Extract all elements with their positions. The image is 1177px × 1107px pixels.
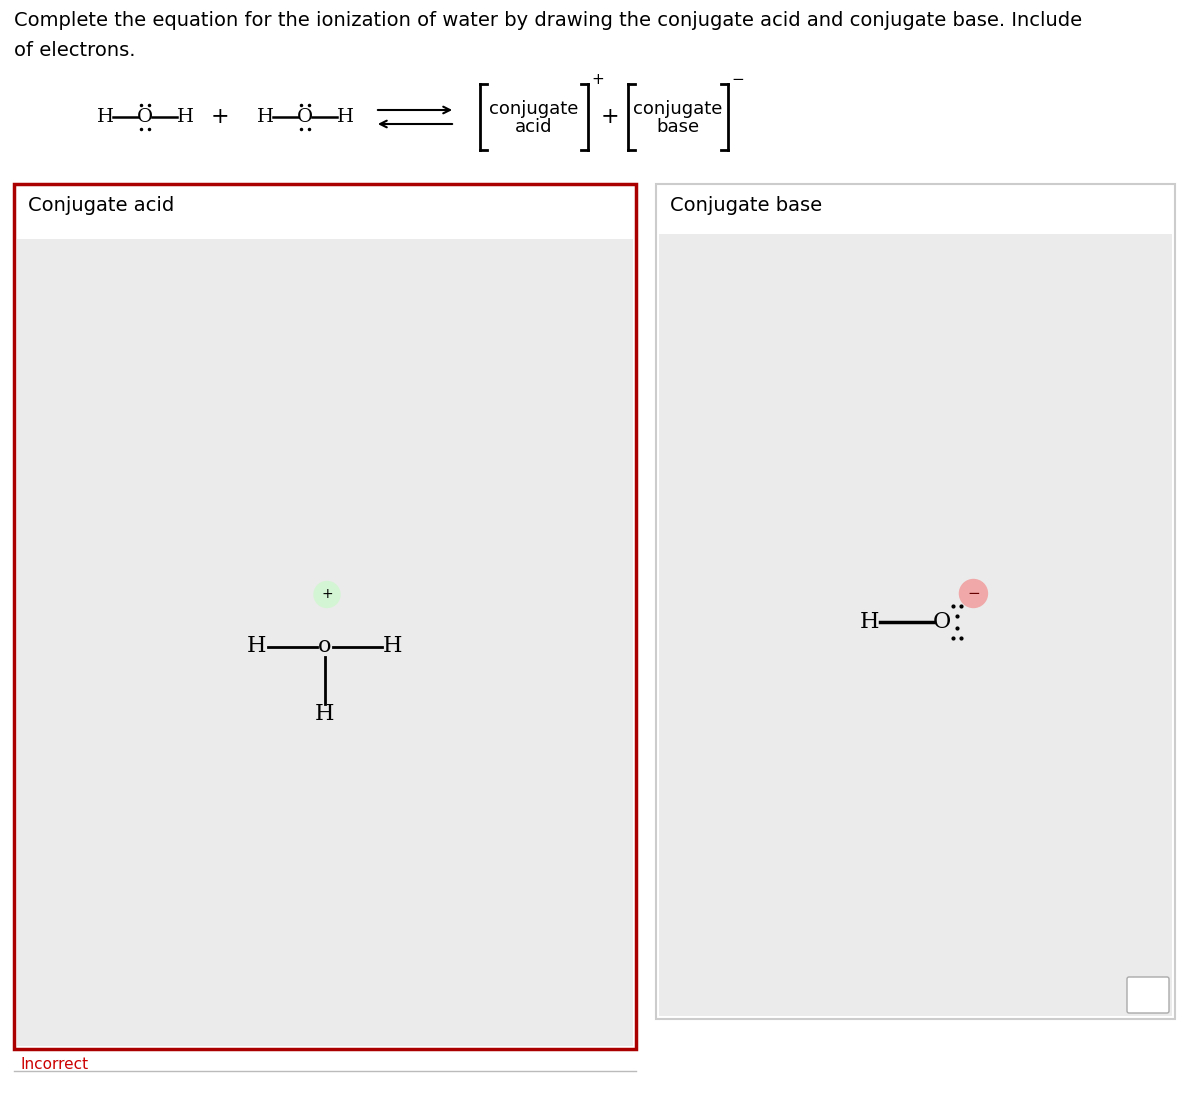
Text: o: o: [318, 635, 332, 658]
Text: H: H: [384, 635, 403, 658]
Text: Conjugate base: Conjugate base: [670, 196, 822, 215]
Text: H: H: [859, 610, 879, 632]
Text: conjugate: conjugate: [633, 100, 723, 118]
Text: H: H: [177, 108, 193, 126]
Text: base: base: [657, 118, 699, 136]
Bar: [656, 184, 1175, 1020]
Text: H: H: [315, 704, 334, 725]
Text: H: H: [97, 108, 113, 126]
Text: +: +: [600, 106, 619, 128]
Text: of electrons.: of electrons.: [14, 41, 135, 60]
Text: H: H: [257, 108, 273, 126]
Text: H: H: [337, 108, 353, 126]
Circle shape: [959, 579, 988, 608]
Text: −: −: [967, 586, 979, 601]
Text: O: O: [297, 108, 313, 126]
Text: O: O: [137, 108, 153, 126]
Text: −: −: [731, 72, 744, 86]
Text: O: O: [932, 610, 951, 632]
Circle shape: [314, 581, 340, 608]
Text: +: +: [211, 106, 230, 128]
FancyBboxPatch shape: [1128, 977, 1169, 1013]
Bar: [659, 234, 1172, 1016]
Text: +: +: [591, 72, 604, 86]
Text: conjugate: conjugate: [490, 100, 579, 118]
Text: +: +: [321, 588, 333, 601]
Text: acid: acid: [516, 118, 553, 136]
Text: Conjugate acid: Conjugate acid: [28, 196, 174, 215]
Bar: [16, 239, 633, 1046]
Text: Complete the equation for the ionization of water by drawing the conjugate acid : Complete the equation for the ionization…: [14, 11, 1082, 30]
Text: Incorrect: Incorrect: [20, 1057, 88, 1072]
Text: H: H: [247, 635, 267, 658]
Bar: [14, 184, 636, 1049]
